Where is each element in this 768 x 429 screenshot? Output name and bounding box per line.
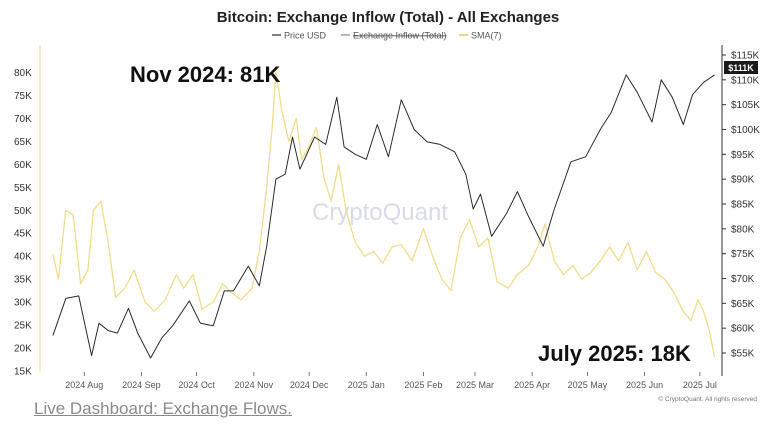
left-tick-label: 80K: [14, 68, 32, 79]
right-tick-label: $110K: [731, 75, 760, 86]
left-tick-label: 75K: [14, 91, 32, 102]
price-badge: $111K: [724, 61, 758, 74]
x-tick-label: 2025 Mar: [456, 380, 494, 390]
x-tick-label: 2025 Apr: [514, 380, 550, 390]
left-tick-label: 25K: [14, 321, 32, 332]
right-tick-label: $100K: [731, 125, 760, 136]
x-tick-label: 2025 Jul: [683, 380, 717, 390]
right-tick-label: $75K: [731, 249, 755, 260]
left-tick-label: 15K: [14, 367, 32, 378]
plot-area: [52, 69, 716, 359]
x-tick-label: 2025 Jan: [348, 380, 385, 390]
x-tick-label: 2024 Dec: [290, 380, 329, 390]
right-tick-label: $65K: [731, 299, 755, 310]
chart-title: Bitcoin: Exchange Inflow (Total) - All E…: [217, 9, 560, 26]
right-tick-label: $115K: [731, 51, 760, 62]
right-tick-label: $80K: [731, 224, 755, 235]
x-tick-label: 2024 Nov: [235, 380, 274, 390]
left-tick-label: 30K: [14, 298, 32, 309]
right-tick-label: $85K: [731, 200, 755, 211]
right-tick-label: $90K: [731, 175, 755, 186]
x-tick-label: 2024 Oct: [178, 380, 215, 390]
price-badge-label: $111K: [728, 63, 754, 73]
x-tick-label: 2025 May: [568, 380, 608, 390]
left-tick-label: 55K: [14, 183, 32, 194]
right-tick-label: $55K: [731, 349, 755, 360]
series-line-price: [52, 74, 715, 359]
legend-entry-inflow[interactable]: Exchange Inflow (Total): [353, 31, 447, 41]
left-tick-label: 65K: [14, 137, 32, 148]
legend-entry-sma[interactable]: SMA(7): [471, 31, 502, 41]
watermark: CryptoQuant: [312, 199, 448, 226]
annotation-low: July 2025: 18K: [538, 341, 691, 366]
left-tick-label: 50K: [14, 206, 32, 217]
left-tick-label: 70K: [14, 114, 32, 125]
dashboard-link[interactable]: Live Dashboard: Exchange Flows.: [34, 399, 292, 418]
left-tick-label: 45K: [14, 229, 32, 240]
left-tick-label: 20K: [14, 344, 32, 355]
x-tick-label: 2024 Aug: [65, 380, 103, 390]
price-badge-box: [724, 61, 758, 74]
right-tick-label: $95K: [731, 150, 755, 161]
left-tick-label: 35K: [14, 275, 32, 286]
x-tick-label: 2024 Sep: [122, 380, 161, 390]
copyright-notice: © CryptoQuant. All rights reserved: [658, 395, 757, 403]
series-line-sma7: [52, 69, 716, 358]
x-tick-label: 2025 Feb: [404, 380, 442, 390]
legend-entry-price[interactable]: Price USD: [284, 31, 327, 41]
right-tick-label: $70K: [731, 274, 755, 285]
left-axis: 80K 75K 70K 65K 60K 55K 50K 45K 40K 35K 30K 25K 20K 1…: [14, 68, 32, 378]
right-tick-label: $105K: [731, 100, 760, 111]
annotation-peak: Nov 2024: 81K: [130, 62, 281, 87]
right-axis: $115K $110K $105K $100K $95K $90K $85K $80K $75K…: [722, 51, 760, 360]
left-tick-label: 40K: [14, 252, 32, 263]
x-tick-label: 2025 Jun: [626, 380, 663, 390]
right-tick-label: $60K: [731, 324, 755, 335]
left-tick-label: 60K: [14, 160, 32, 171]
legend: Price USD Exchange Inflow (Total) SMA(7): [272, 31, 502, 41]
x-axis: 2024 Aug 2024 Sep 2024 Oct 2024 Nov 2024 Dec…: [65, 372, 717, 390]
